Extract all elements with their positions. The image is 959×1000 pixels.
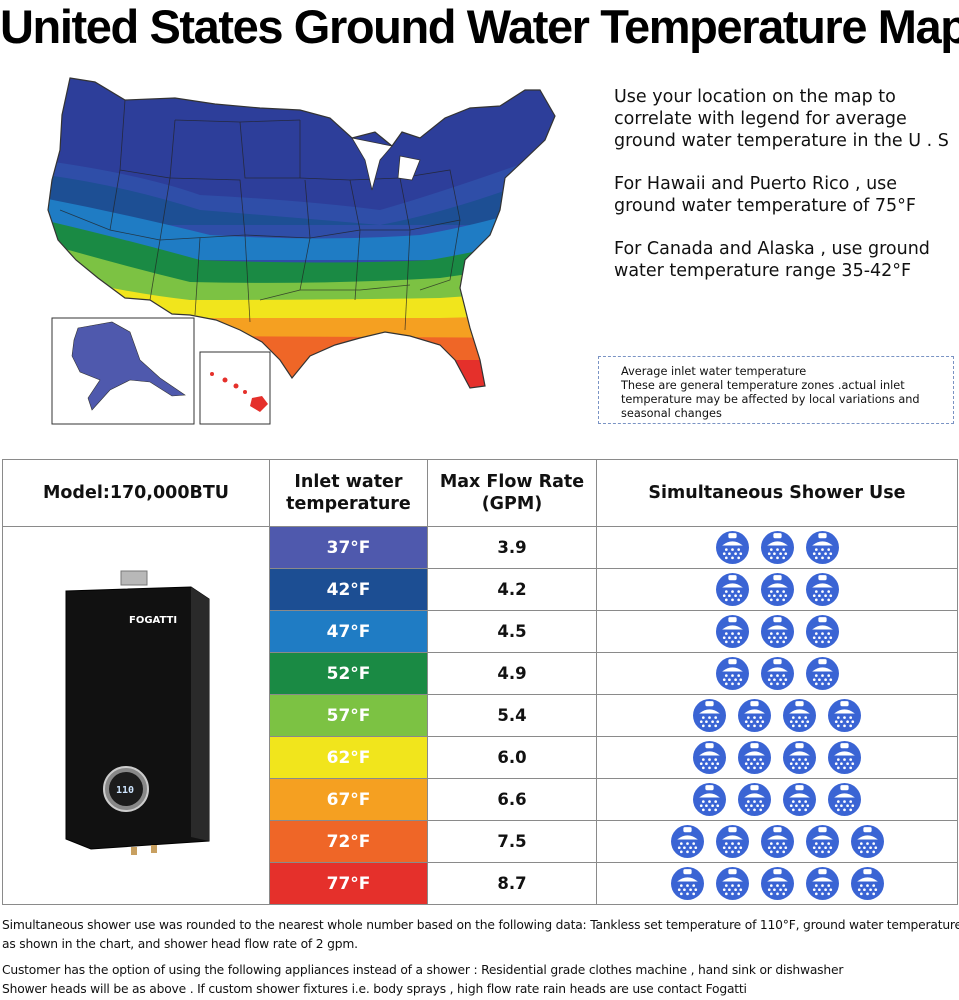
shower-head-icon [828,741,861,774]
shower-icons-cell [596,610,958,653]
shower-head-icon [805,867,839,900]
legend-note-title: Average inlet water temperature [621,365,807,378]
shower-head-icon [715,657,749,690]
instruction-canada-alaska: For Canada and Alaska , use ground water… [614,239,930,281]
water-heater-product-image: FOGATTI 110 [2,526,270,905]
flow-rate-cell: 4.5 [427,610,597,653]
shower-head-icon [783,741,816,774]
footnotes: Simultaneous shower use was rounded to t… [2,916,959,999]
shower-head-icon [715,573,749,606]
footnote-line-3: Customer has the option of using the fol… [2,963,844,977]
inlet-temperature-cell: 72°F [269,820,428,863]
flow-rate-cell: 4.2 [427,568,597,611]
shower-head-icon [738,741,771,774]
shower-head-icon [760,657,794,690]
table-row: 57°F 5.4 [3,694,958,737]
shower-head-icon [760,825,794,858]
inlet-temperature-cell: 62°F [269,736,428,779]
shower-head-icon [828,783,861,816]
shower-head-icon [805,615,839,648]
shower-head-icon [805,573,839,606]
water-heater-image: FOGATTI 110 [65,570,210,855]
shower-head-icon [715,867,749,900]
footnote-line-1: Simultaneous shower use was rounded to t… [2,918,959,932]
inlet-temperature-cell: 47°F [269,610,428,653]
table-row: 62°F 6.0 [3,736,958,779]
table-row: FOGATTI 110 37°F 3.9 [2,526,958,905]
table-header-row: Model:170,000BTU Inlet water temperature… [2,459,958,527]
header-inlet-temperature: Inlet water temperature [269,459,428,527]
footnote-line-2: as shown in the chart, and shower head f… [2,937,358,951]
flow-rate-table: Model:170,000BTU Inlet water temperature… [2,459,958,905]
flow-rate-cell: 4.9 [427,652,597,695]
shower-head-icon [670,867,704,900]
shower-head-icon [850,867,884,900]
shower-icons-cell [596,568,958,611]
flow-rate-cell: 6.0 [427,736,597,779]
model-label: Model:170,000BTU [2,459,270,527]
instruction-hawaii: For Hawaii and Puerto Rico , use ground … [614,174,916,216]
map-instructions: Use your location on the map to correlat… [614,86,954,303]
hawaii-inset [199,351,271,425]
shower-head-icon [805,657,839,690]
page-title: United States Ground Water Temperature M… [0,0,959,53]
shower-icons-cell [596,820,958,863]
alaska-inset [51,317,195,425]
shower-head-icon [693,783,726,816]
shower-head-icon [850,825,884,858]
inlet-temperature-cell: 77°F [269,862,428,905]
shower-head-icon [670,825,704,858]
shower-head-icon [715,825,749,858]
shower-head-icon [760,531,794,564]
shower-head-icon [805,531,839,564]
shower-head-icon [715,531,749,564]
product-display-readout: 110 [116,785,134,796]
shower-head-icon [760,615,794,648]
legend-note-body: These are general temperature zones .act… [621,379,920,420]
shower-head-icon [760,867,794,900]
header-max-flow-rate: Max Flow Rate (GPM) [427,459,597,527]
table-row: 77°F 8.7 [3,862,958,905]
table-row: 72°F 7.5 [3,820,958,863]
table-row: 52°F 4.9 [3,652,958,695]
legend-note: Average inlet water temperature These ar… [598,356,954,424]
shower-head-icon [738,783,771,816]
product-brand: FOGATTI [129,615,177,626]
shower-head-icon [805,825,839,858]
table-row: 42°F 4.2 [3,568,958,611]
inlet-temperature-cell: 37°F [269,526,428,569]
us-ground-water-temperature-map [47,77,556,425]
table-row: 67°F 6.6 [3,778,958,821]
shower-head-icon [783,783,816,816]
shower-icons-cell [596,778,958,821]
inlet-temperature-cell: 52°F [269,652,428,695]
footnote-line-4: Shower heads will be as above . If custo… [2,982,747,996]
shower-icons-cell [596,652,958,695]
shower-head-icon [693,699,726,732]
shower-icons-cell [596,694,958,737]
flow-rate-cell: 8.7 [427,862,597,905]
table-row: 47°F 4.5 [3,610,958,653]
inlet-temperature-cell: 42°F [269,568,428,611]
header-simultaneous-shower-use: Simultaneous Shower Use [596,459,958,527]
shower-head-icon [783,699,816,732]
shower-icons-cell [596,862,958,905]
shower-head-icon [828,699,861,732]
shower-head-icon [760,573,794,606]
instruction-location: Use your location on the map to correlat… [614,87,949,151]
inlet-temperature-cell: 57°F [269,694,428,737]
inlet-temperature-cell: 67°F [269,778,428,821]
shower-head-icon [715,615,749,648]
shower-icons-cell [596,736,958,779]
flow-rate-cell: 6.6 [427,778,597,821]
shower-head-icon [693,741,726,774]
flow-rate-cell: 3.9 [427,526,597,569]
flow-rate-cell: 7.5 [427,820,597,863]
flow-rate-cell: 5.4 [427,694,597,737]
shower-head-icon [738,699,771,732]
shower-icons-cell [596,526,958,569]
